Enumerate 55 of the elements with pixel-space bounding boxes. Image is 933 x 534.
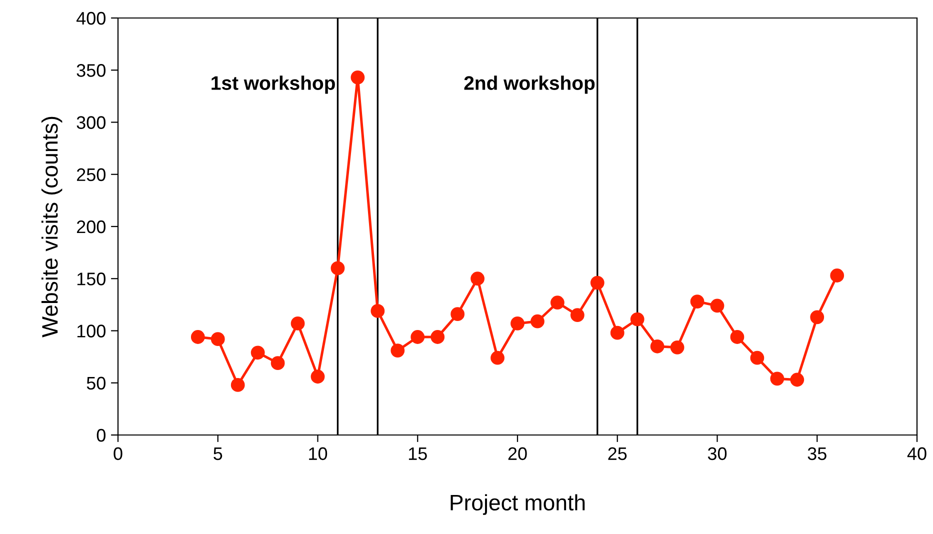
x-tick-label: 30 (708, 447, 727, 460)
x-tick-label: 20 (508, 447, 527, 460)
y-axis-title: Website visits (counts) (41, 116, 62, 338)
x-tick-label: 35 (808, 447, 826, 460)
point (230, 378, 245, 392)
point (290, 316, 305, 330)
point (630, 312, 644, 326)
y-tick-label: 250 (76, 168, 106, 182)
point (770, 372, 784, 386)
point (750, 350, 764, 365)
point (550, 296, 564, 310)
point (590, 276, 604, 290)
point (330, 261, 345, 276)
y-tick-label: 200 (76, 220, 106, 234)
x-tick-label: 0 (114, 447, 122, 460)
x-tick-label: 15 (408, 447, 427, 460)
point (510, 316, 524, 330)
x-axis-title: Project month (450, 494, 585, 515)
point (810, 310, 824, 324)
point (530, 314, 544, 328)
y-tick-label: 400 (76, 12, 106, 25)
y-tick-label: 350 (76, 64, 106, 77)
point (730, 330, 744, 344)
point (310, 370, 325, 384)
point (250, 346, 265, 360)
point (430, 330, 445, 344)
x-tick-label: 25 (608, 447, 627, 460)
y-tick-label: 50 (86, 376, 106, 390)
point (470, 272, 484, 286)
point (650, 339, 664, 354)
point (410, 330, 425, 344)
ref-line-label: 1st workshop (212, 76, 335, 94)
point (270, 356, 285, 370)
point (210, 332, 225, 346)
point (690, 294, 704, 309)
ref-line-label: 2nd workshop (464, 76, 595, 94)
y-tick-label: 100 (77, 324, 106, 338)
point (790, 372, 804, 387)
point (370, 304, 385, 318)
y-tick-label: 300 (76, 116, 106, 129)
x-tick-label: 5 (214, 447, 222, 460)
point (670, 340, 684, 354)
point (610, 326, 624, 340)
y-tick-label: 0 (96, 428, 106, 442)
point (390, 344, 405, 358)
point (490, 350, 504, 365)
point (450, 307, 465, 322)
point (570, 308, 584, 322)
point (350, 70, 365, 84)
point (190, 330, 205, 344)
point (830, 268, 844, 282)
y-tick-label: 150 (77, 272, 106, 286)
x-tick-label: 40 (907, 447, 926, 460)
point (710, 298, 724, 313)
x-tick-label: 10 (309, 447, 328, 460)
